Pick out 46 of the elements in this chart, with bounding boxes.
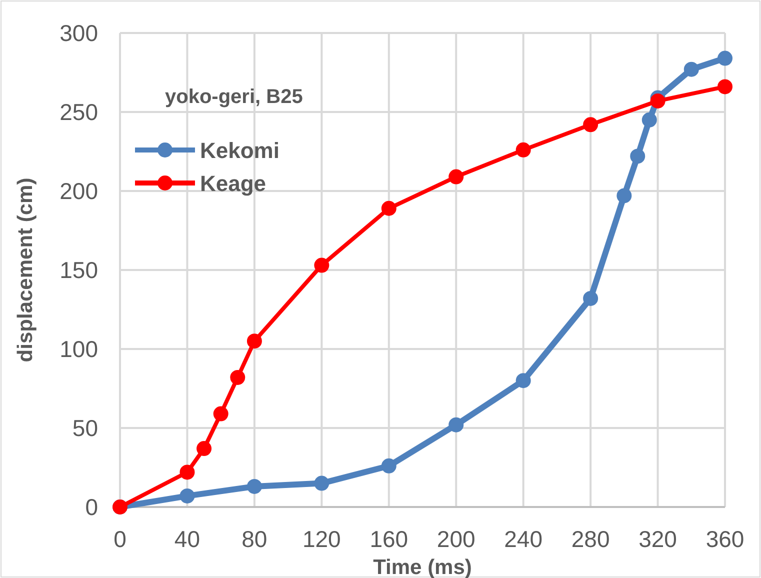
- point: [381, 458, 396, 474]
- point: [583, 290, 598, 306]
- x-tick-label: 160: [370, 526, 408, 552]
- point: [381, 200, 396, 216]
- y-tick-label: 200: [60, 178, 98, 204]
- point: [230, 370, 246, 385]
- x-axis-title: Time (ms): [373, 556, 472, 578]
- x-tick-label: 200: [436, 526, 476, 552]
- x-tick-label: 360: [706, 526, 744, 552]
- point: [246, 478, 262, 494]
- point: [448, 417, 464, 432]
- legend-label: Keage: [200, 171, 266, 196]
- point: [448, 169, 464, 184]
- point: [684, 62, 699, 77]
- text: yoko-geri, B25: [165, 86, 303, 108]
- x-tick-label: 0: [114, 526, 126, 552]
- point: [314, 476, 330, 491]
- point: [180, 464, 195, 480]
- y-tick-label: 50: [72, 415, 98, 441]
- point: [516, 373, 531, 388]
- point: [246, 334, 262, 349]
- y-tick-label: 250: [60, 99, 98, 125]
- point: [630, 148, 646, 164]
- point: [213, 406, 228, 422]
- x-tick-label: 240: [504, 526, 543, 552]
- y-tick-label: 300: [60, 20, 98, 46]
- point: [583, 117, 598, 132]
- x-tick-label: 120: [302, 526, 341, 552]
- legend-label: Kekomi: [200, 138, 280, 163]
- point: [180, 488, 195, 504]
- point: [650, 93, 666, 108]
- x-tick-label: 80: [242, 526, 268, 552]
- point: [642, 112, 657, 128]
- point: [516, 142, 531, 158]
- y-tick-label: 150: [60, 257, 98, 283]
- y-axis-title: displacement (cm): [14, 178, 37, 362]
- point: [718, 79, 732, 94]
- point: [314, 258, 330, 273]
- x-tick-label: 40: [174, 526, 200, 552]
- x-tick-label: 320: [638, 526, 677, 552]
- y-tick-label: 0: [85, 494, 98, 520]
- point: [718, 50, 732, 66]
- point: [196, 441, 212, 456]
- y-tick-label: 100: [60, 336, 98, 362]
- x-tick-label: 280: [571, 526, 610, 552]
- point: [616, 188, 632, 204]
